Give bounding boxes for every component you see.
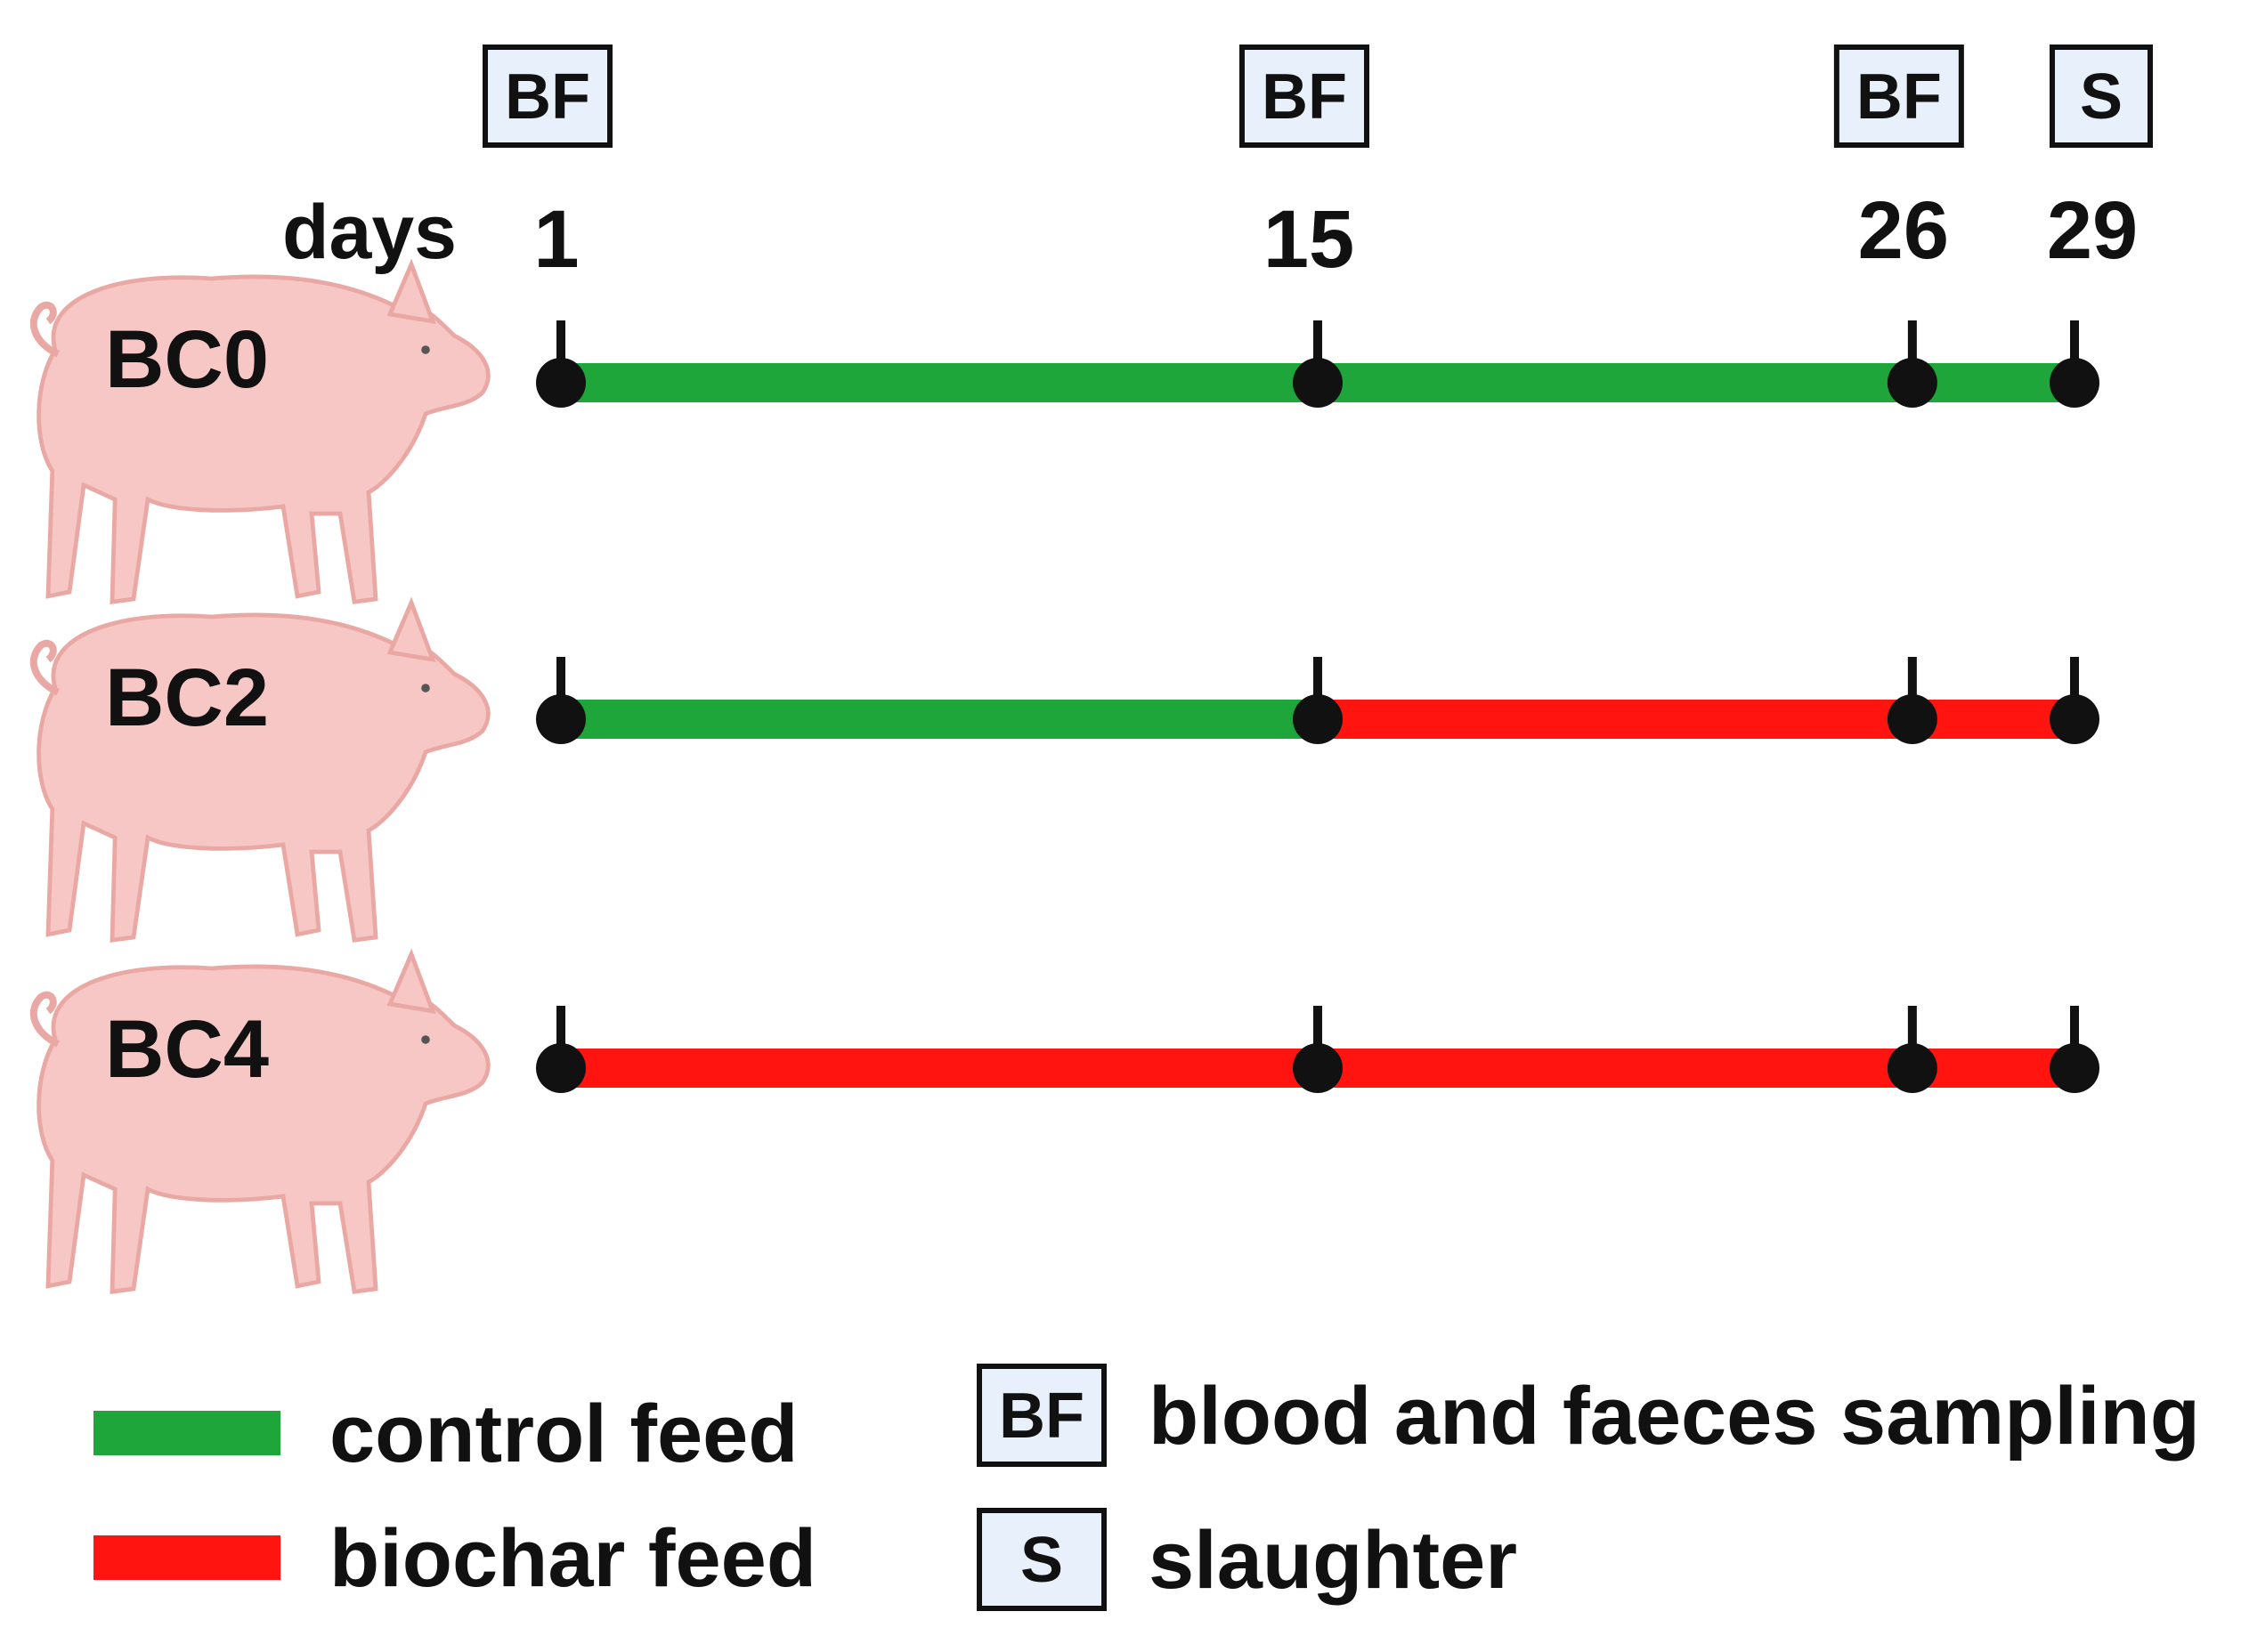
pig-icon (34, 954, 488, 1292)
legend-label: biochar feed (329, 1513, 816, 1604)
event-code: BF (1262, 61, 1347, 133)
legend-event-code: BF (999, 1381, 1084, 1452)
legend-label: blood and faeces sampling (1149, 1371, 2200, 1462)
timepoint-marker (1887, 1006, 1937, 1093)
legend-label: control feed (329, 1389, 798, 1479)
timepoint-marker (1293, 1006, 1343, 1093)
group-row-bc2: BC2 (34, 603, 2099, 940)
event-box (1239, 45, 1369, 148)
pig-icon (34, 264, 488, 602)
event-code: S (2080, 61, 2123, 133)
timepoint-marker (2050, 657, 2099, 744)
timepoint-marker (1887, 320, 1937, 408)
group-label: BC2 (105, 652, 269, 743)
timepoint-marker (1293, 320, 1343, 408)
timepoint-marker (2050, 1006, 2099, 1093)
event-box (483, 45, 613, 148)
legend: control feed biochar feed BF blood and faec… (93, 1364, 2200, 1611)
event-marker-bf-day-1: BF (483, 45, 613, 148)
day-tick-label: 29 (2047, 185, 2138, 276)
timepoint-marker (1293, 657, 1343, 744)
group-label: BC0 (105, 314, 269, 405)
day-tick-label: 26 (1858, 185, 1949, 276)
legend-item-biochar-feed: biochar feed (93, 1513, 816, 1604)
group-label: BC4 (105, 1004, 269, 1095)
timepoint-marker (536, 1006, 586, 1093)
group-rows: BC0 BC2 BC4 (34, 264, 2099, 1292)
legend-item-control-feed: control feed (93, 1389, 798, 1479)
legend-event-code: S (1020, 1525, 1063, 1596)
legend-item-bf: BF blood and faeces sampling (977, 1364, 2200, 1467)
event-marker-bf-day-26: BF (1833, 45, 1964, 148)
feed-segment-control (561, 700, 1318, 739)
timepoint-marker (536, 657, 586, 744)
pig-icon (34, 603, 488, 940)
timepoint-marker (2050, 320, 2099, 408)
event-box (1833, 45, 1964, 148)
event-marker-bf-day-15: BF (1239, 45, 1369, 148)
event-code: BF (505, 61, 590, 133)
group-row-bc0: BC0 (34, 264, 2099, 602)
legend-swatch (93, 1411, 280, 1455)
event-marker-s-day-29: S (2050, 45, 2153, 148)
feed-segment-biochar (1318, 700, 2075, 739)
timepoint-marker (1887, 657, 1937, 744)
timepoint-marker (536, 320, 586, 408)
event-box (2050, 45, 2153, 148)
day-tick-label: 15 (1263, 194, 1354, 285)
legend-event-box (977, 1364, 1107, 1467)
axis-label-days: days (282, 190, 457, 275)
legend-label: slaughter (1149, 1515, 1517, 1606)
event-code: BF (1856, 61, 1942, 133)
legend-event-box (977, 1508, 1107, 1611)
legend-swatch (93, 1535, 280, 1580)
group-row-bc4: BC4 (34, 954, 2099, 1292)
day-tick-label: 1 (533, 194, 579, 285)
